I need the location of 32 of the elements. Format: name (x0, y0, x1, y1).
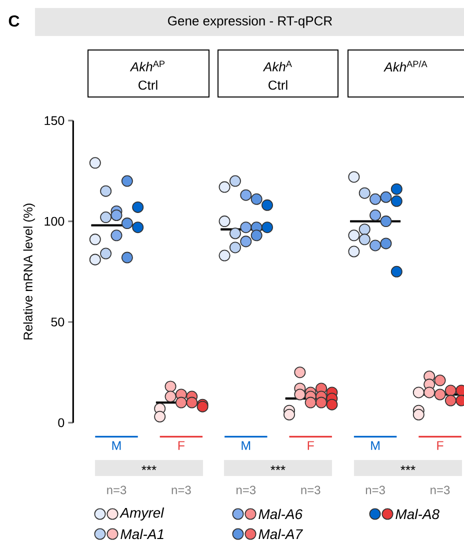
text: Akh$^{AP}$ (130, 60, 165, 72)
x-tick-label: M (112, 441, 121, 450)
text: C (8, 15, 20, 27)
y-tick-label: 150 (44, 116, 64, 126)
text: *** (400, 466, 416, 470)
text: *** (270, 466, 286, 470)
legend-label: Mal-A6 (258, 508, 303, 520)
text: n=3 (430, 486, 450, 494)
legend-label: Mal-A7 (258, 528, 303, 540)
legend-label: Mal-A8 (396, 508, 440, 520)
y-tick-label: 50 (51, 318, 64, 326)
x-tick-label: F (437, 441, 444, 450)
legend-label: Mal-A1 (120, 528, 164, 540)
y-axis-title: Relative mRNA level (%) (23, 204, 35, 340)
text: Ctrl (268, 80, 288, 90)
text: Ctrl (138, 80, 158, 90)
x-tick-label: F (178, 441, 185, 450)
chart-title: Gene expression - RT-qPCR (168, 16, 332, 28)
y-tick-label: 100 (44, 216, 64, 226)
x-tick-label: M (242, 441, 250, 450)
text: n=3 (301, 486, 320, 494)
text: Akh$^{AP/A}$ (384, 60, 428, 72)
text: n=3 (366, 486, 385, 494)
text: Akh$^{A}$ (262, 60, 292, 72)
text: n=3 (236, 486, 256, 494)
text: n=3 (172, 486, 191, 494)
legend-label: Amyrel (120, 507, 164, 521)
text: n=3 (107, 486, 126, 494)
x-tick-label: M (371, 441, 380, 450)
x-tick-label: F (308, 441, 314, 450)
text: *** (142, 466, 156, 470)
y-tick-label: 0 (58, 418, 64, 428)
